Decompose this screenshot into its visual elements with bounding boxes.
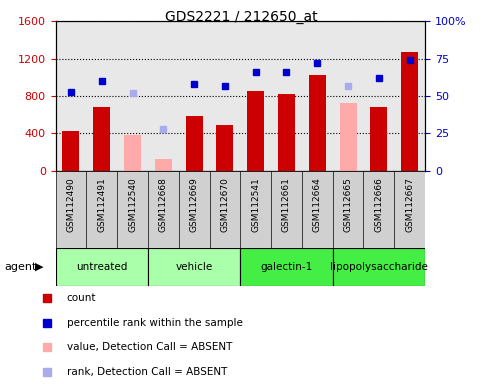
Bar <box>278 94 295 171</box>
Bar <box>240 248 333 286</box>
Bar <box>148 248 241 286</box>
Text: vehicle: vehicle <box>175 262 213 272</box>
Bar <box>247 91 264 171</box>
Text: galectin-1: galectin-1 <box>260 262 313 272</box>
Text: value, Detection Call = ABSENT: value, Detection Call = ABSENT <box>67 342 232 352</box>
Text: untreated: untreated <box>76 262 128 272</box>
Bar <box>62 131 79 171</box>
Bar <box>370 107 387 171</box>
Text: ▶: ▶ <box>35 262 43 272</box>
Bar <box>401 52 418 171</box>
Text: GSM112670: GSM112670 <box>220 177 229 232</box>
Text: GSM112491: GSM112491 <box>97 177 106 232</box>
Text: agent: agent <box>5 262 37 272</box>
Text: rank, Detection Call = ABSENT: rank, Detection Call = ABSENT <box>67 367 227 377</box>
Text: lipopolysaccharide: lipopolysaccharide <box>330 262 428 272</box>
Bar <box>333 248 425 286</box>
Text: GSM112540: GSM112540 <box>128 177 137 232</box>
Text: GSM112669: GSM112669 <box>190 177 199 232</box>
Text: count: count <box>67 293 96 303</box>
Text: GSM112661: GSM112661 <box>282 177 291 232</box>
Bar <box>216 125 233 171</box>
Text: GSM112665: GSM112665 <box>343 177 353 232</box>
Text: GSM112668: GSM112668 <box>159 177 168 232</box>
Text: GSM112667: GSM112667 <box>405 177 414 232</box>
Bar <box>56 248 148 286</box>
Bar <box>340 103 356 171</box>
Bar <box>309 75 326 171</box>
Text: percentile rank within the sample: percentile rank within the sample <box>67 318 242 328</box>
Text: GDS2221 / 212650_at: GDS2221 / 212650_at <box>165 10 318 23</box>
Text: GSM112664: GSM112664 <box>313 177 322 232</box>
Bar <box>124 135 141 171</box>
Text: GSM112541: GSM112541 <box>251 177 260 232</box>
Text: GSM112490: GSM112490 <box>67 177 75 232</box>
Bar <box>185 116 202 171</box>
Bar <box>93 107 110 171</box>
Text: GSM112666: GSM112666 <box>374 177 384 232</box>
Bar <box>155 159 172 171</box>
